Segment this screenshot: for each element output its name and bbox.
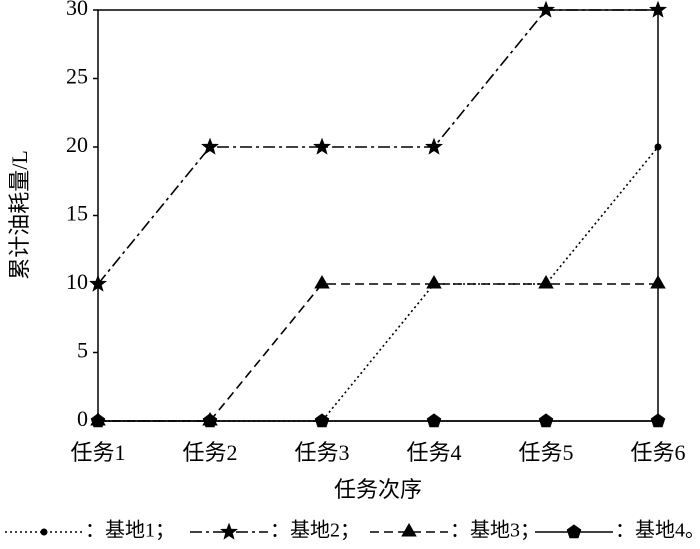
data-point <box>654 143 662 151</box>
data-point <box>314 413 330 428</box>
y-tick-label: 30 <box>66 0 88 20</box>
y-tick-label: 20 <box>66 132 88 157</box>
legend-marker <box>566 524 582 539</box>
y-tick-label: 0 <box>77 406 88 431</box>
legend-label: ：基地3； <box>450 519 540 542</box>
legend-marker <box>220 522 238 540</box>
x-tick-label: 任务6 <box>630 440 685 465</box>
x-tick-label: 任务4 <box>406 440 461 465</box>
series-line <box>98 283 658 422</box>
y-tick-label: 25 <box>66 64 88 89</box>
data-point <box>650 413 666 428</box>
series-line <box>97 9 658 285</box>
data-point <box>201 137 219 155</box>
x-tick-label: 任务5 <box>518 440 573 465</box>
plot-frame <box>97 9 659 422</box>
data-point <box>89 274 107 292</box>
data-point <box>650 274 666 289</box>
legend-marker <box>40 528 48 536</box>
data-point <box>90 413 106 428</box>
y-axis-label: 累计油耗量/L <box>7 150 32 280</box>
data-point <box>537 0 555 18</box>
data-point <box>313 137 331 155</box>
data-point <box>538 413 554 428</box>
y-tick-label: 10 <box>66 269 88 294</box>
legend-marker <box>401 522 417 537</box>
legend-label: ：基地4。 <box>615 519 700 542</box>
y-tick-label: 5 <box>77 338 88 363</box>
data-point <box>538 274 554 289</box>
y-tick-label: 15 <box>66 201 88 226</box>
x-tick-label: 任务2 <box>182 440 237 465</box>
x-tick-label: 任务3 <box>294 440 349 465</box>
data-point <box>425 137 443 155</box>
data-point <box>314 274 330 289</box>
data-point <box>202 413 218 428</box>
data-point <box>426 274 442 289</box>
legend-label: ：基地1； <box>85 519 175 542</box>
data-point <box>426 413 442 428</box>
x-axis-label: 任务次序 <box>334 477 422 502</box>
legend-label: ：基地2； <box>270 519 360 542</box>
data-point <box>649 0 667 18</box>
x-tick-label: 任务1 <box>70 440 125 465</box>
